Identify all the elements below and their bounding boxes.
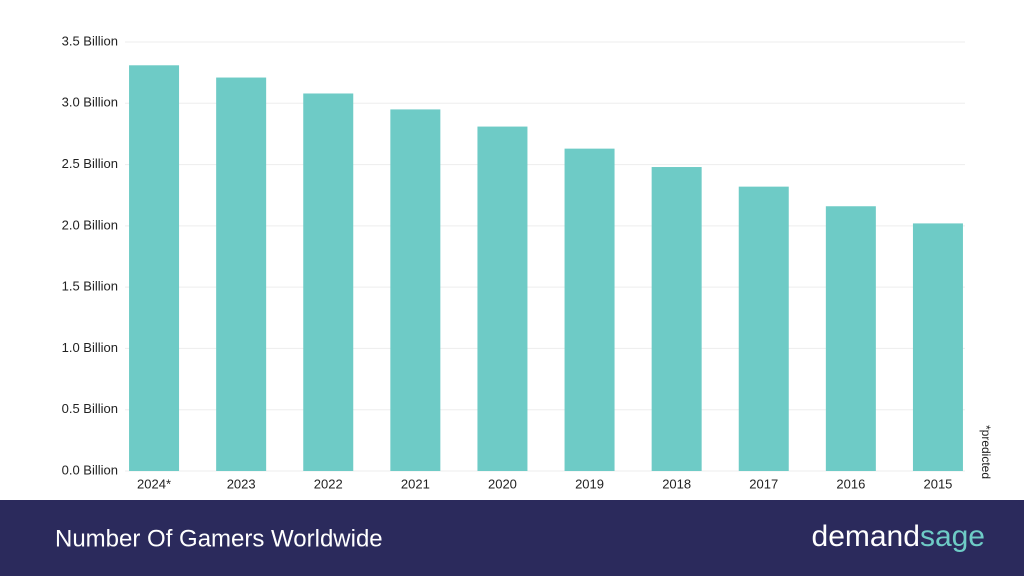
x-tick-label: 2023	[227, 476, 256, 491]
x-tick-label: 2019	[575, 476, 604, 491]
bar	[129, 65, 180, 471]
bar	[738, 186, 789, 472]
brand: demandsage	[812, 520, 985, 553]
y-tick-label: 3.5 Billion	[62, 33, 118, 48]
chart-title: Number Of Gamers Worldwide	[55, 525, 383, 552]
x-tick-label: 2015	[923, 476, 952, 491]
y-tick-label: 0.0 Billion	[62, 462, 118, 477]
bar	[216, 77, 267, 471]
x-tick-label: 2020	[488, 476, 517, 491]
x-tick-label: 2021	[401, 476, 430, 491]
brand-part: demand	[812, 520, 920, 553]
bar	[912, 223, 963, 471]
bar	[303, 93, 354, 471]
y-tick-label: 2.5 Billion	[62, 156, 118, 171]
x-tick-label: 2022	[314, 476, 343, 491]
bar	[564, 148, 615, 471]
x-tick-label: 2018	[662, 476, 691, 491]
note: *predicted	[979, 425, 993, 479]
bar	[825, 206, 876, 471]
y-tick-label: 0.5 Billion	[62, 401, 118, 416]
bar	[390, 109, 441, 472]
x-tick-label: 2017	[749, 476, 778, 491]
bar	[651, 167, 702, 471]
y-tick-label: 1.0 Billion	[62, 340, 118, 355]
x-tick-label: 2016	[836, 476, 865, 491]
y-tick-label: 3.0 Billion	[62, 95, 118, 110]
x-tick-label: 2024*	[137, 476, 171, 491]
y-tick-label: 1.5 Billion	[62, 279, 118, 294]
bar	[477, 126, 528, 472]
brand-part: sage	[920, 520, 985, 553]
y-tick-label: 2.0 Billion	[62, 217, 118, 232]
footer	[0, 500, 1024, 576]
